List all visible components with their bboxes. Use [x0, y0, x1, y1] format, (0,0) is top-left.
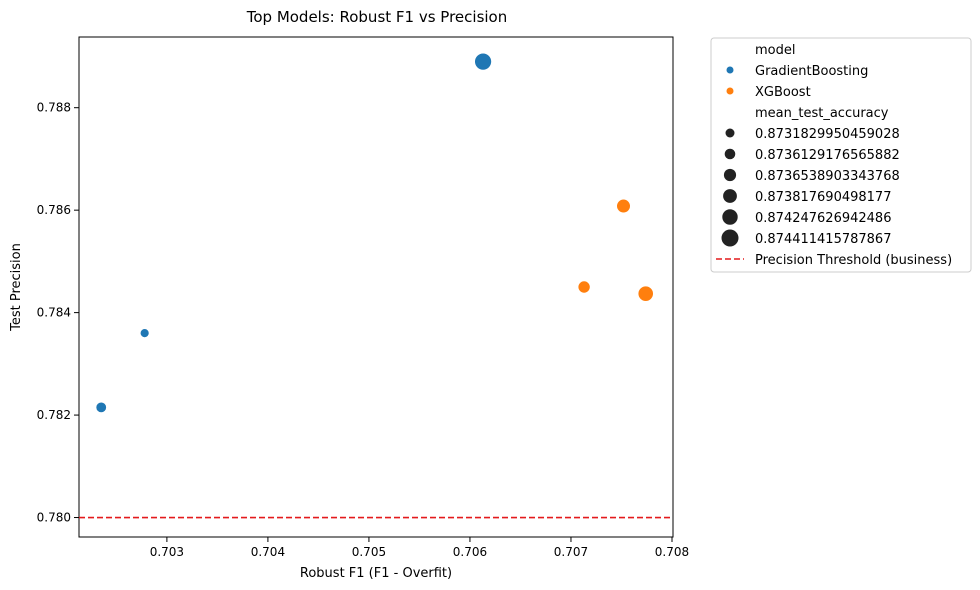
legend: model GradientBoosting XGBoost mean_test… — [710, 37, 972, 273]
legend-size-marker — [723, 189, 737, 203]
legend-gradientboosting-marker — [726, 66, 734, 74]
legend-frame — [710, 37, 972, 273]
y-axis-ticks: 0.780 0.782 0.784 0.786 0.788 — [37, 101, 79, 525]
legend-xgboost-marker — [726, 87, 734, 95]
legend-size-label: 0.873817690498177 — [755, 190, 891, 205]
y-tick-label: 0.784 — [37, 306, 71, 320]
plot-area — [78, 36, 674, 538]
x-tick-label: 0.704 — [251, 545, 285, 559]
chart-title: Top Models: Robust F1 vs Precision — [246, 8, 508, 26]
legend-size-label: 0.874411415787867 — [755, 232, 891, 247]
legend-size-marker — [722, 209, 738, 225]
x-tick-label: 0.706 — [453, 545, 487, 559]
x-axis-label: Robust F1 (F1 - Overfit) — [300, 566, 452, 581]
legend-hue-title: model — [755, 43, 795, 58]
x-tick-label: 0.708 — [655, 545, 689, 559]
legend-threshold-label: Precision Threshold (business) — [755, 253, 952, 268]
y-tick-label: 0.786 — [37, 203, 71, 217]
legend-size-entries: 0.8731829950459028 0.8736129176565882 0.87… — [721, 127, 900, 247]
legend-xgboost-label: XGBoost — [755, 85, 811, 100]
data-point-gradientboosting — [95, 401, 107, 414]
legend-size-marker — [723, 168, 737, 182]
legend-size-label: 0.8731829950459028 — [755, 127, 900, 142]
legend-size-title: mean_test_accuracy — [755, 106, 889, 121]
plot-frame — [78, 36, 674, 538]
x-tick-label: 0.703 — [150, 545, 184, 559]
x-axis-ticks: 0.703 0.704 0.705 0.706 0.707 0.708 — [150, 537, 689, 559]
legend-size-marker — [721, 229, 739, 247]
data-point-xgboost — [637, 285, 654, 302]
data-point-xgboost — [577, 280, 591, 294]
y-axis-label: Test Precision — [9, 243, 24, 332]
y-tick-label: 0.788 — [37, 101, 71, 115]
legend-gradientboosting-label: GradientBoosting — [755, 64, 868, 79]
data-point-gradientboosting — [139, 328, 150, 339]
legend-size-label: 0.8736538903343768 — [755, 169, 900, 184]
data-point-xgboost — [616, 198, 631, 214]
data-points — [95, 52, 654, 414]
legend-size-label: 0.874247626942486 — [755, 211, 891, 226]
legend-size-marker — [725, 128, 735, 138]
data-point-gradientboosting — [474, 52, 492, 71]
x-tick-label: 0.707 — [554, 545, 588, 559]
y-tick-label: 0.782 — [37, 408, 71, 422]
x-tick-label: 0.705 — [352, 545, 386, 559]
y-tick-label: 0.780 — [37, 511, 71, 525]
legend-size-marker — [724, 148, 736, 160]
legend-size-label: 0.8736129176565882 — [755, 148, 900, 163]
